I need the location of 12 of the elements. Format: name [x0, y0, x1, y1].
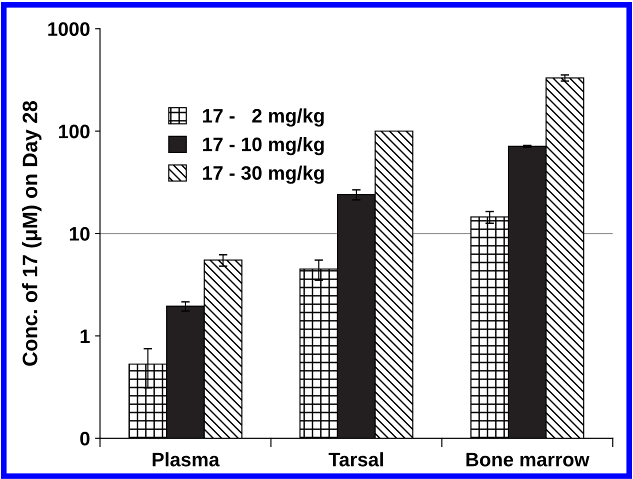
x-tick-label: Plasma	[152, 452, 220, 466]
y-axis-title: Conc. of 17 (μM) on Day 28	[22, 101, 42, 366]
y-tick-label: 1	[80, 330, 90, 343]
x-tick-label: Tarsal	[328, 452, 383, 466]
legend-label: 17 - 30 mg/kg	[203, 166, 324, 184]
legend-label: 17 - 10 mg/kg	[203, 136, 324, 156]
y-tick-label: 0	[80, 432, 90, 446]
y-tick-label: 10	[70, 226, 90, 241]
y-tick-label: 100	[59, 124, 90, 138]
y-tick-label: 1000	[48, 22, 90, 36]
x-tick-label: Bone marrow	[466, 452, 590, 466]
legend-label: 17 - 2 mg/kg	[203, 108, 324, 127]
